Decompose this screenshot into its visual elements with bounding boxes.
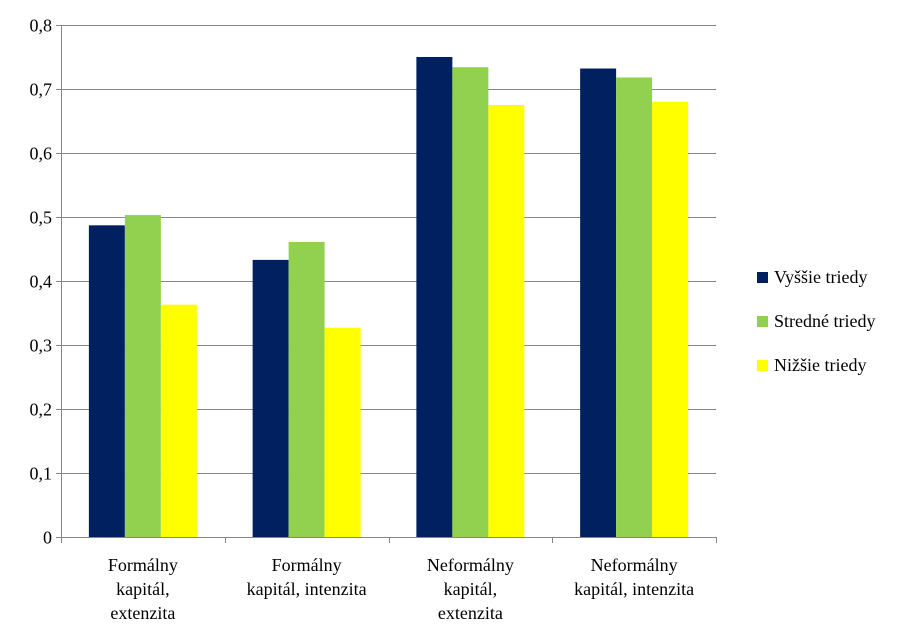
bar xyxy=(288,241,325,537)
bar xyxy=(652,101,689,538)
axes xyxy=(61,25,717,543)
y-tick-label: 0,7 xyxy=(30,80,53,100)
bar xyxy=(124,215,161,537)
x-tick-label: Neformálny kapitál, intenzita xyxy=(574,555,694,599)
y-tick-label: 0,8 xyxy=(30,16,53,36)
legend-label-vyssie: Vyššie triedy xyxy=(774,266,868,287)
x-tick-label-line: kapitál, intenzita xyxy=(574,579,694,599)
x-axis-tick-labels: Formálny kapitál, extenzita Formálny kapitál… xyxy=(108,555,694,623)
legend-label-nizsie: Nižšie triedy xyxy=(774,354,867,375)
x-tick-label-line: extenzita xyxy=(110,603,175,623)
x-tick-label: Neformálny kapitál, extenzita xyxy=(427,555,514,623)
y-tick-label: 0 xyxy=(43,528,52,548)
x-tick-label-line: kapitál, xyxy=(116,579,169,599)
y-tick-label: 0,6 xyxy=(30,144,53,164)
legend-item-vyssie: Vyššie triedy xyxy=(757,266,875,288)
y-axis-tick-labels: 0 0,1 0,2 0,3 0,4 0,5 0,6 0,7 0,8 xyxy=(30,16,53,548)
bar xyxy=(324,327,361,537)
legend-swatch-stredne xyxy=(757,315,768,327)
bar xyxy=(452,67,489,538)
legend-swatch-nizsie xyxy=(757,359,768,371)
y-tick-label: 0,4 xyxy=(30,272,53,292)
x-tick-label-line: extenzita xyxy=(438,603,503,623)
x-tick-label-line: Neformálny xyxy=(591,555,678,575)
x-tick-label-line: Formálny xyxy=(108,555,178,575)
legend-label-stredne: Stredné triedy xyxy=(774,310,876,331)
y-tick-label: 0,3 xyxy=(30,336,53,356)
y-tick-label: 0,2 xyxy=(30,400,53,420)
x-tick-label: Formálny kapitál, intenzita xyxy=(247,555,367,599)
x-tick-label-line: Neformálny xyxy=(427,555,514,575)
bars xyxy=(88,57,689,538)
bar xyxy=(88,225,125,537)
x-tick-label-line: kapitál, xyxy=(444,579,497,599)
y-tick-label: 0,5 xyxy=(30,208,53,228)
x-tick-label-line: kapitál, intenzita xyxy=(247,579,367,599)
legend-item-nizsie: Nižšie triedy xyxy=(757,354,875,376)
legend-item-stredne: Stredné triedy xyxy=(757,310,875,332)
bar xyxy=(252,259,289,537)
x-tick-label: Formálny kapitál, extenzita xyxy=(108,555,178,623)
bar xyxy=(416,57,453,537)
x-tick-label-line: Formálny xyxy=(272,555,342,575)
bar xyxy=(160,304,197,537)
legend-swatch-vyssie xyxy=(757,271,768,283)
bar xyxy=(488,105,525,537)
bar xyxy=(616,77,653,537)
bar xyxy=(580,68,617,538)
legend: Vyššie triedy Stredné triedy Nižšie trie… xyxy=(757,266,875,398)
y-tick-label: 0,1 xyxy=(30,464,53,484)
